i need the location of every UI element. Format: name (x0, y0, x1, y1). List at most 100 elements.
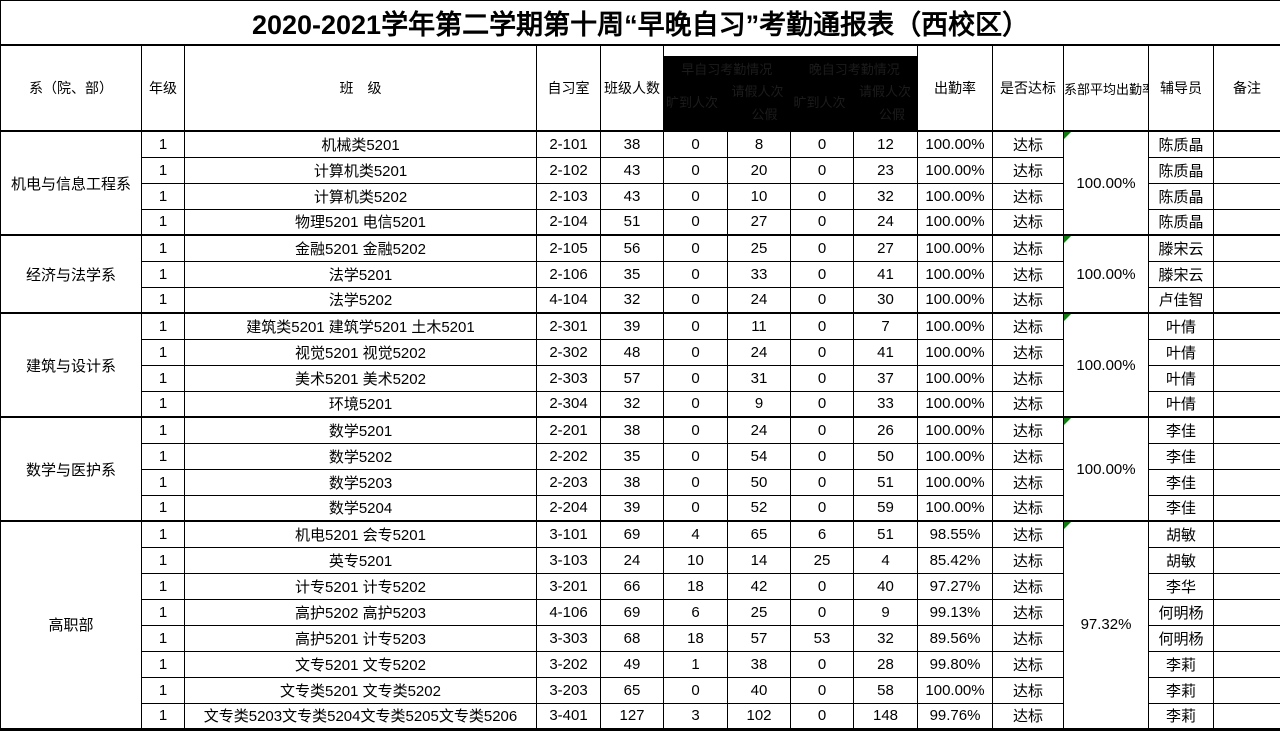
class-size-cell: 35 (600, 260, 664, 288)
grade-cell: 1 (141, 364, 185, 392)
status-cell: 达标 (992, 182, 1064, 210)
class-size-cell: 32 (600, 286, 664, 314)
grade-cell: 1 (141, 598, 185, 626)
note-cell (1212, 130, 1280, 158)
evening-absent-cell: 0 (790, 156, 854, 184)
class-size-cell: 49 (600, 650, 664, 678)
evening-absent-cell: 0 (790, 494, 854, 522)
attendance-rate-cell: 100.00% (917, 182, 993, 210)
table-row: 1 英专5201 3-103 24 10 14 25 4 85.42% 达标 胡敏 (1, 546, 1280, 574)
morning-leave-cell: 54 (727, 442, 791, 470)
evening-leave-cell: 30 (853, 286, 918, 314)
status-cell: 达标 (992, 650, 1064, 678)
counselor-cell: 李莉 (1148, 650, 1214, 678)
counselor-cell: 李佳 (1148, 442, 1214, 470)
evening-absent-cell: 0 (790, 702, 854, 730)
evening-leave-cell: 41 (853, 260, 918, 288)
evening-leave-cell: 26 (853, 416, 918, 444)
evening-leave-cell: 148 (853, 702, 918, 730)
note-cell (1212, 364, 1280, 392)
column-header-row: 系（院、部） 年级 班 级 自习室 班级人数 早自习考勤情况 旷到人次 请假人次… (0, 44, 1280, 132)
room-cell: 3-103 (536, 546, 601, 574)
evening-leave-cell: 12 (853, 130, 918, 158)
counselor-cell: 何明杨 (1148, 598, 1214, 626)
morning-absent-cell: 0 (663, 182, 728, 210)
grade-cell: 1 (141, 676, 185, 704)
grade-cell: 1 (141, 572, 185, 600)
class-cell: 法学5202 (184, 286, 537, 314)
redacted-morning-leave-label: 请假人次 (731, 83, 784, 99)
attendance-rate-cell: 99.76% (917, 702, 993, 730)
evening-leave-cell: 51 (853, 468, 918, 496)
class-size-cell: 24 (600, 546, 664, 574)
class-size-cell: 56 (600, 234, 664, 262)
evening-absent-cell: 0 (790, 416, 854, 444)
morning-absent-cell: 4 (663, 520, 728, 548)
room-cell: 2-203 (536, 468, 601, 496)
table-row: 建筑与设计系 1 建筑类5201 建筑学5201 土木5201 2-301 39 0 11 0… (0, 312, 1280, 418)
avg-rate-cell: 100.00% (1063, 234, 1149, 314)
attendance-rate-cell: 100.00% (917, 416, 993, 444)
note-cell (1212, 390, 1280, 418)
morning-leave-cell: 102 (727, 702, 791, 730)
attendance-rate-cell: 89.56% (917, 624, 993, 652)
col-header-avg-rate: 系部平均出勤率 (1063, 44, 1149, 132)
morning-leave-cell: 25 (727, 598, 791, 626)
avg-rate-cell: 97.32% (1063, 520, 1149, 730)
table-row: 高职部 1 机电5201 会专5201 3-101 69 4 65 6 51 98.55% 达标 97… (0, 520, 1280, 730)
morning-leave-cell: 24 (727, 416, 791, 444)
redacted-header-block: 早自习考勤情况 旷到人次 请假人次 公假 晚自习考勤情况 旷到人次 请假人次 公… (663, 44, 918, 132)
note-cell (1212, 338, 1280, 366)
counselor-cell: 李佳 (1148, 468, 1214, 496)
room-cell: 2-105 (536, 234, 601, 262)
evening-absent-cell: 0 (790, 130, 854, 158)
room-cell: 2-102 (536, 156, 601, 184)
status-cell: 达标 (992, 260, 1064, 288)
room-cell: 2-106 (536, 260, 601, 288)
grade-cell: 1 (141, 494, 185, 522)
class-cell: 数学5204 (184, 494, 537, 522)
status-cell: 达标 (992, 520, 1064, 548)
evening-absent-cell: 0 (790, 286, 854, 314)
attendance-rate-cell: 100.00% (917, 312, 993, 340)
grade-cell: 1 (141, 182, 185, 210)
counselor-cell: 滕宋云 (1148, 260, 1214, 288)
room-cell: 4-106 (536, 598, 601, 626)
status-cell: 达标 (992, 208, 1064, 236)
class-size-cell: 35 (600, 442, 664, 470)
class-cell: 计专5201 计专5202 (184, 572, 537, 600)
morning-absent-cell: 0 (663, 286, 728, 314)
room-cell: 2-304 (536, 390, 601, 418)
redacted-morning-public-leave-label: 公假 (751, 107, 778, 123)
morning-absent-cell: 3 (663, 702, 728, 730)
morning-leave-cell: 31 (727, 364, 791, 392)
grade-cell: 1 (141, 650, 185, 678)
evening-leave-cell: 40 (853, 572, 918, 600)
table-row: 1 文专类5203文专类5204文专类5205文专类5206 3-401 127 3 10… (1, 702, 1280, 730)
grade-cell: 1 (141, 702, 185, 730)
room-cell: 2-302 (536, 338, 601, 366)
morning-leave-cell: 40 (727, 676, 791, 704)
col-header-counselor: 辅导员 (1148, 44, 1214, 132)
class-cell: 美术5201 美术5202 (184, 364, 537, 392)
evening-leave-cell: 41 (853, 338, 918, 366)
class-size-cell: 68 (600, 624, 664, 652)
morning-leave-cell: 11 (727, 312, 791, 340)
class-size-cell: 39 (600, 312, 664, 340)
morning-leave-cell: 52 (727, 494, 791, 522)
counselor-cell: 胡敏 (1148, 520, 1214, 548)
note-cell (1212, 234, 1280, 262)
grade-cell: 1 (141, 156, 185, 184)
room-cell: 2-202 (536, 442, 601, 470)
status-cell: 达标 (992, 286, 1064, 314)
attendance-rate-cell: 100.00% (917, 286, 993, 314)
note-cell (1212, 312, 1280, 340)
morning-leave-cell: 27 (727, 208, 791, 236)
class-cell: 文专5201 文专5202 (184, 650, 537, 678)
class-size-cell: 38 (600, 468, 664, 496)
class-cell: 计算机类5202 (184, 182, 537, 210)
evening-absent-cell: 0 (790, 208, 854, 236)
col-header-department: 系（院、部） (0, 44, 142, 132)
status-cell: 达标 (992, 234, 1064, 262)
